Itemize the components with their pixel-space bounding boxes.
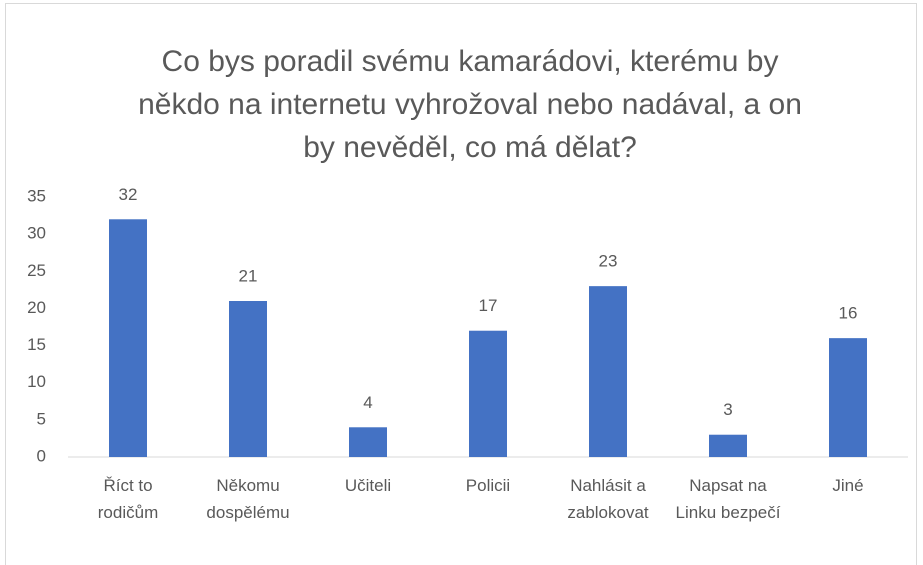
- chart-border: [5, 3, 917, 565]
- data-label: 32: [119, 185, 138, 204]
- y-tick-label: 35: [27, 186, 46, 205]
- y-tick-label: 25: [27, 261, 46, 280]
- data-label: 16: [839, 304, 858, 323]
- x-tick-label: Učiteli: [344, 476, 392, 495]
- x-tick-label: Říct to rodičům: [97, 476, 159, 522]
- x-tick-label: Policii: [465, 476, 511, 495]
- data-label: 4: [363, 393, 372, 412]
- y-tick-label: 10: [27, 372, 46, 391]
- bar: [829, 338, 867, 457]
- y-tick-label: 30: [27, 224, 46, 243]
- x-tick-label: Někomu dospělému: [206, 476, 290, 522]
- y-tick-label: 20: [27, 298, 46, 317]
- bar: [229, 301, 267, 457]
- bar: [109, 219, 147, 457]
- chart-title: Co bys poradil svému kamarádovi, kterému…: [138, 45, 802, 164]
- y-tick-label: 0: [37, 446, 46, 465]
- x-tick-label: Jiné: [832, 476, 864, 495]
- bar: [589, 286, 627, 457]
- bar: [709, 434, 747, 457]
- data-label: 21: [239, 266, 258, 285]
- x-tick-label: Nahlásit a zablokovat: [567, 476, 649, 522]
- data-label: 17: [479, 296, 498, 315]
- y-tick-label: 15: [27, 335, 46, 354]
- y-tick-label: 5: [37, 409, 46, 428]
- x-tick-label: Napsat na Linku bezpečí: [675, 476, 781, 522]
- bar: [349, 427, 387, 457]
- data-label: 23: [599, 252, 618, 271]
- bar: [469, 330, 507, 457]
- data-label: 3: [723, 400, 732, 419]
